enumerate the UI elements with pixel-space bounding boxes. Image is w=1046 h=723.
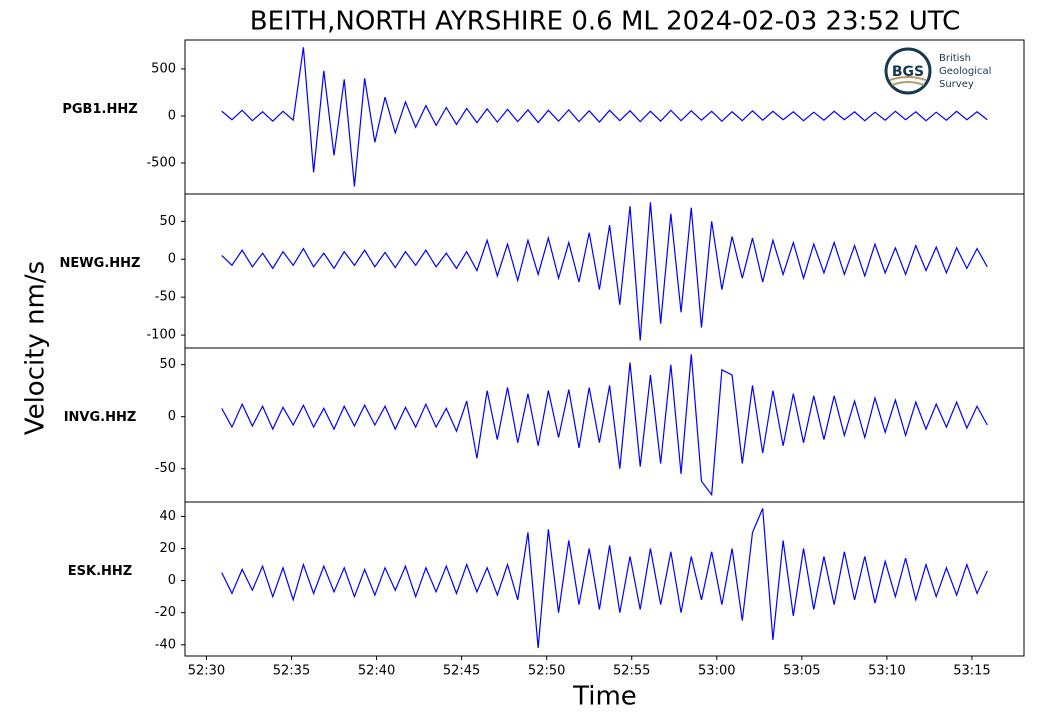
station-label: PGB1.HHZ bbox=[62, 102, 137, 117]
x-tick-label: 52:35 bbox=[273, 664, 310, 679]
trace bbox=[221, 202, 988, 341]
y-tick-label: 20 bbox=[159, 541, 176, 556]
x-tick-label: 52:45 bbox=[443, 664, 480, 679]
x-tick-label: 53:15 bbox=[953, 664, 990, 679]
y-tick-label: 0 bbox=[168, 409, 176, 424]
x-tick-label: 52:50 bbox=[528, 664, 565, 679]
x-tick-label: 52:40 bbox=[358, 664, 395, 679]
y-tick-label: -20 bbox=[155, 605, 176, 620]
station-label: INVG.HHZ bbox=[64, 410, 137, 425]
y-tick-label: 50 bbox=[159, 214, 176, 229]
trace bbox=[221, 47, 988, 187]
trace bbox=[221, 354, 988, 497]
y-tick-label: -500 bbox=[146, 155, 176, 170]
y-tick-label: 500 bbox=[151, 61, 176, 76]
station-label: NEWG.HHZ bbox=[60, 256, 141, 271]
chart-title: BEITH,NORTH AYRSHIRE 0.6 ML 2024-02-03 2… bbox=[250, 7, 961, 37]
y-tick-label: -50 bbox=[155, 461, 176, 476]
logo-acronym: BGS bbox=[892, 64, 924, 80]
panel-frame bbox=[184, 347, 1025, 503]
logo-text: British bbox=[939, 53, 971, 64]
x-tick-label: 52:55 bbox=[613, 664, 650, 679]
x-tick-label: 52:30 bbox=[188, 664, 225, 679]
x-tick-label: 53:05 bbox=[783, 664, 820, 679]
y-tick-label: -100 bbox=[146, 328, 176, 343]
x-axis-label: Time bbox=[572, 682, 637, 712]
trace bbox=[221, 508, 988, 649]
panel-frame bbox=[184, 193, 1025, 349]
x-tick-label: 53:10 bbox=[868, 664, 905, 679]
y-tick-label: 0 bbox=[168, 252, 176, 267]
y-tick-label: 40 bbox=[159, 509, 176, 524]
y-tick-label: 0 bbox=[168, 573, 176, 588]
y-tick-label: -40 bbox=[155, 637, 176, 652]
x-tick-label: 53:00 bbox=[698, 664, 735, 679]
logo-text: Survey bbox=[939, 79, 974, 90]
y-axis-label: Velocity nm/s bbox=[21, 261, 51, 435]
logo: BGS British Geological Survey bbox=[884, 47, 991, 95]
y-tick-label: 0 bbox=[168, 108, 176, 123]
y-tick-label: -50 bbox=[155, 290, 176, 305]
y-tick-label: 50 bbox=[159, 357, 176, 372]
logo-text: Geological bbox=[939, 66, 991, 77]
station-label: ESK.HHZ bbox=[68, 564, 132, 579]
logo-ring bbox=[884, 47, 932, 95]
logo-waves bbox=[889, 76, 927, 86]
panel-frame bbox=[184, 501, 1025, 657]
